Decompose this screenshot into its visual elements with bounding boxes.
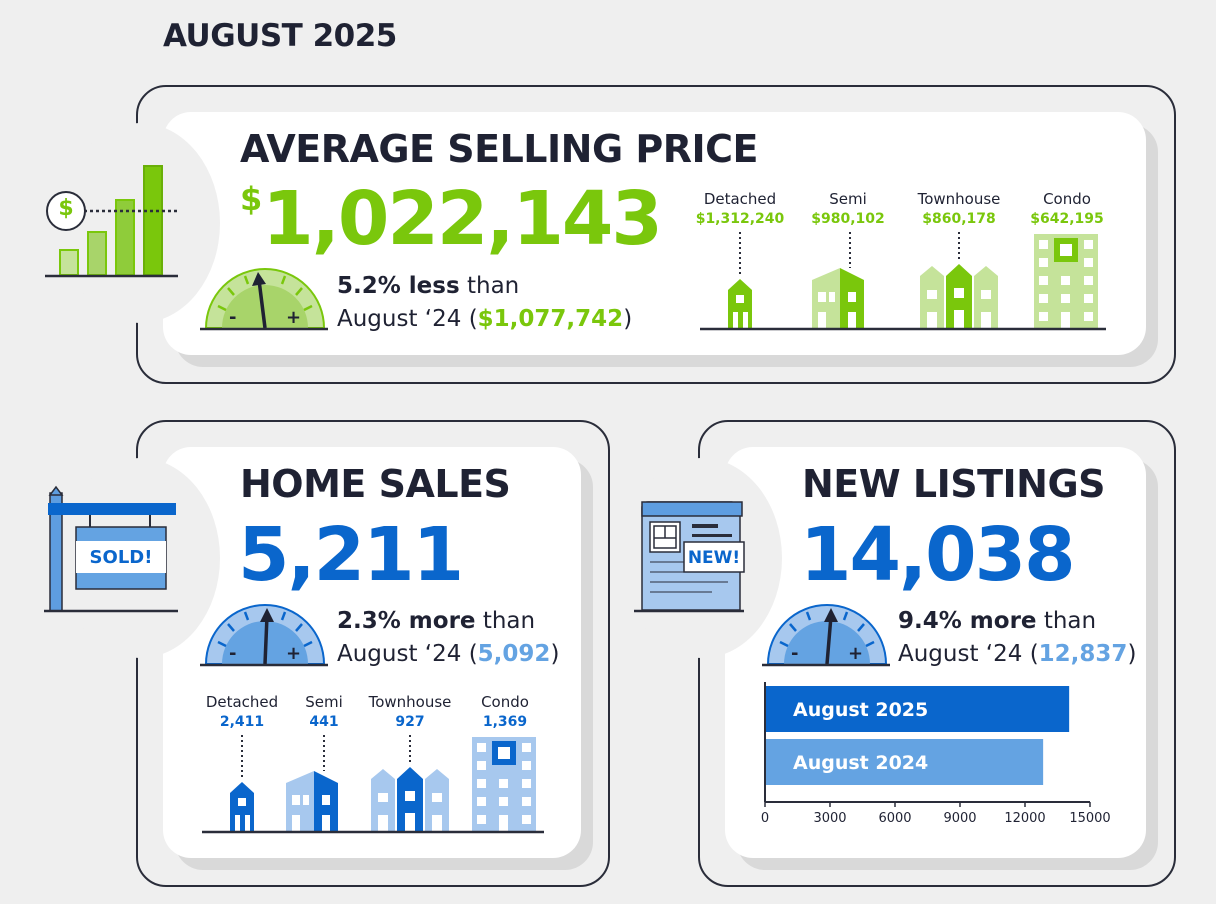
type-value-semi: 441 [309,714,339,730]
gauge-icon [200,604,328,667]
property-type-illustration [202,735,544,834]
prev-year-value: 5,092 [477,641,551,667]
condo-building-icon [472,737,536,831]
x-tick-label: 9000 [943,811,976,826]
type-label-townhouse: Townhouse [917,190,1001,208]
gauge-plus: + [286,643,302,664]
condo-building-icon [1034,234,1098,328]
home-sales-value: 5,211 [238,512,464,598]
x-tick-label: 6000 [878,811,911,826]
type-label-condo: Condo [1043,190,1091,208]
price-growth-icon [45,165,180,278]
new-listings-title: NEW LISTINGS [802,462,1106,506]
type-value-condo: 1,369 [482,714,528,730]
type-value-detached: 2,411 [219,714,265,730]
prev-year-label: August ‘24 ( [898,641,1039,667]
type-label-condo: Condo [481,693,529,711]
gauge-plus: + [848,643,864,664]
detached-house-icon [230,782,254,831]
semi-house-icon [286,771,338,831]
type-label-detached: Detached [205,693,279,711]
gauge-plus: + [286,307,302,328]
x-tick-label: 12000 [1004,811,1045,826]
prev-year-label: August ‘24 ( [337,306,478,332]
home-sales-comparison: 2.3% more than August ‘24 (5,092) [337,605,559,671]
than-label: than [1043,608,1097,634]
gauge-minus: - [791,643,799,664]
listing-document-icon [634,501,745,613]
avg-price-number: 1,022,143 [262,176,663,262]
type-label-detached: Detached [703,190,777,208]
x-tick-label: 3000 [813,811,846,826]
bar-august-2024 [765,739,1044,785]
prev-year-value: $1,077,742 [477,306,624,332]
sold-sign-icon [44,485,178,613]
sold-sign-text: SOLD! [89,547,153,568]
gauge-icon [200,268,328,331]
semi-house-icon [812,268,864,328]
type-label-townhouse: Townhouse [368,693,452,711]
new-badge-text: NEW! [687,548,741,568]
detached-house-icon [728,279,752,328]
type-label-semi: Semi [829,190,867,208]
new-listings-comparison: 9.4% more than August ‘24 (12,837) [898,605,1136,671]
prev-close: ) [1127,641,1137,667]
change-percent: 2.3% more [337,608,476,634]
prev-close: ) [623,306,633,332]
report-month: AUGUST 2025 [163,18,397,54]
gauge-minus: - [229,307,237,328]
x-tick-label: 15000 [1069,811,1110,826]
bar-august-2025 [765,686,1070,732]
currency-symbol: $ [240,180,263,218]
gauge-minus: - [229,643,237,664]
prev-close: ) [550,641,560,667]
avg-price-title: AVERAGE SELLING PRICE [240,127,758,171]
dollar-icon: $ [58,196,74,221]
type-value-townhouse: $860,178 [922,211,996,227]
type-value-condo: $642,195 [1030,211,1104,227]
bar-label: August 2025 [793,699,928,721]
avg-price-comparison: 5.2% less than August ‘24 ($1,077,742) [337,270,632,336]
prev-year-label: August ‘24 ( [337,641,478,667]
home-sales-title: HOME SALES [240,462,511,506]
type-label-semi: Semi [305,693,343,711]
avg-price-value: $1,022,143 [240,176,663,262]
type-value-townhouse: 927 [395,714,425,730]
card-notch [60,123,220,323]
type-value-semi: $980,102 [811,211,885,227]
change-percent: 5.2% less [337,273,460,299]
gauge-icon [762,604,890,667]
bar-label: August 2024 [793,752,928,774]
townhouse-icon [371,767,449,831]
property-type-illustration [700,232,1106,331]
prev-year-value: 12,837 [1038,641,1128,667]
townhouse-icon [920,264,998,328]
x-tick-label: 0 [761,811,769,826]
than-label: than [466,273,520,299]
new-listings-value: 14,038 [800,512,1076,598]
listings-bar-chart: August 2025 August 2024 0 3000 6000 9000 12000… [761,682,1111,826]
change-percent: 9.4% more [898,608,1037,634]
type-value-detached: $1,312,240 [695,211,785,227]
than-label: than [482,608,536,634]
